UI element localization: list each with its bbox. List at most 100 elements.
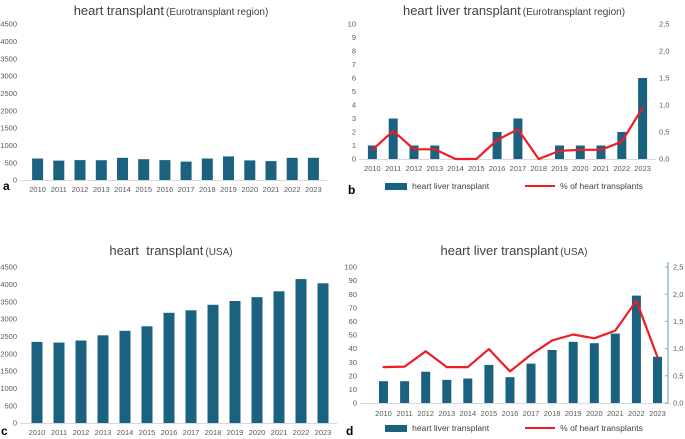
svg-text:0,5: 0,5	[673, 371, 683, 380]
svg-text:2018: 2018	[199, 185, 216, 194]
combo-chart-heart-liver-transplant-usa: 0 10 20 30 40 50 60 70 80 90 100 0,0 0,5 1,0 1,5 2,0 2,5…	[344, 262, 683, 418]
svg-text:1,0: 1,0	[659, 101, 669, 110]
chart-legend: heart liver transplant % of heart transp…	[343, 181, 685, 191]
svg-text:2500: 2500	[0, 332, 17, 341]
svg-text:2020: 2020	[249, 428, 266, 437]
svg-text:2014: 2014	[459, 409, 476, 418]
svg-text:1,5: 1,5	[673, 317, 683, 326]
svg-text:2017: 2017	[523, 409, 540, 418]
svg-text:0: 0	[353, 399, 357, 408]
svg-text:2012: 2012	[406, 164, 423, 173]
svg-text:0: 0	[13, 419, 17, 428]
svg-text:2011: 2011	[51, 185, 67, 194]
svg-text:2019: 2019	[227, 428, 244, 437]
svg-text:2012: 2012	[73, 428, 90, 437]
svg-text:2016: 2016	[161, 428, 178, 437]
svg-text:5: 5	[352, 87, 356, 96]
legend-label: heart liver transplant	[412, 423, 490, 433]
chart-title: heart liver transplant (Eurotransplant re…	[343, 2, 685, 20]
legend-item-line: % of heart transplants	[525, 423, 643, 433]
svg-text:2014: 2014	[114, 185, 131, 194]
bar-series-swatch	[385, 424, 408, 432]
svg-text:2015: 2015	[468, 164, 485, 173]
svg-text:1,5: 1,5	[659, 74, 669, 83]
svg-text:0,5: 0,5	[659, 128, 669, 137]
svg-text:4500: 4500	[0, 20, 17, 29]
legend-label: heart liver transplant	[412, 181, 490, 191]
svg-text:100: 100	[344, 263, 357, 272]
svg-text:2019: 2019	[551, 164, 568, 173]
panel-heart-transplant-usa: heart transplant (USA) 0 500 1000 1500 2000 25…	[0, 220, 342, 439]
svg-text:6: 6	[352, 74, 356, 83]
svg-text:0,0: 0,0	[673, 399, 683, 408]
svg-text:4: 4	[352, 101, 356, 110]
svg-text:2015: 2015	[139, 428, 156, 437]
svg-text:2021: 2021	[593, 164, 610, 173]
svg-text:9: 9	[352, 33, 356, 42]
svg-text:2012: 2012	[72, 185, 89, 194]
svg-text:30: 30	[349, 358, 357, 367]
svg-text:3500: 3500	[0, 297, 17, 306]
panel-letter: d	[346, 424, 354, 438]
svg-text:1500: 1500	[0, 367, 17, 376]
chart-title: heart transplant (Eurotransplant region)	[0, 2, 342, 20]
svg-text:3: 3	[352, 114, 356, 123]
svg-text:2016: 2016	[489, 164, 506, 173]
svg-text:2013: 2013	[93, 185, 110, 194]
svg-text:500: 500	[4, 158, 17, 167]
svg-text:2022: 2022	[293, 428, 310, 437]
svg-text:3500: 3500	[0, 54, 17, 63]
svg-text:2020: 2020	[241, 185, 258, 194]
svg-text:2: 2	[352, 128, 356, 137]
svg-text:2014: 2014	[447, 164, 464, 173]
svg-text:2023: 2023	[634, 164, 651, 173]
chart-title-main: heart liver transplant	[402, 3, 521, 18]
chart-title-suffix: (USA)	[205, 247, 233, 258]
svg-text:2,0: 2,0	[659, 47, 669, 56]
svg-text:1500: 1500	[0, 124, 17, 133]
svg-text:2500: 2500	[0, 89, 17, 98]
svg-text:1: 1	[352, 141, 356, 150]
svg-text:2023: 2023	[649, 409, 666, 418]
svg-text:2019: 2019	[220, 185, 237, 194]
svg-text:50: 50	[349, 331, 357, 340]
legend-item-bar: heart liver transplant	[385, 181, 489, 191]
svg-text:80: 80	[349, 290, 357, 299]
svg-text:2023: 2023	[305, 185, 322, 194]
legend-label: % of heart transplants	[560, 423, 643, 433]
svg-text:1000: 1000	[0, 141, 17, 150]
panel-letter: a	[3, 179, 10, 193]
svg-text:2023: 2023	[315, 428, 332, 437]
svg-text:2010: 2010	[375, 409, 392, 418]
svg-text:2018: 2018	[530, 164, 547, 173]
svg-text:2,0: 2,0	[673, 290, 683, 299]
bar-chart-heart-transplant-et: 0 500 1000 1500 2000 2500 3000 3500 4000 4500 2010…	[0, 20, 327, 194]
svg-text:2020: 2020	[586, 409, 603, 418]
legend-item-bar: heart liver transplant	[385, 423, 489, 433]
line-series-swatch	[525, 426, 556, 430]
svg-text:2016: 2016	[502, 409, 519, 418]
panel-heart-transplant-eurotransplant: heart transplant (Eurotransplant region) …	[0, 0, 342, 219]
svg-text:2010: 2010	[364, 164, 381, 173]
svg-text:40: 40	[349, 344, 357, 353]
svg-text:2017: 2017	[510, 164, 527, 173]
svg-text:4000: 4000	[0, 280, 17, 289]
svg-text:2,5: 2,5	[659, 20, 669, 29]
svg-text:2017: 2017	[183, 428, 200, 437]
svg-text:500: 500	[4, 401, 17, 410]
chart-title-suffix: (USA)	[560, 247, 588, 258]
svg-text:2017: 2017	[178, 185, 195, 194]
svg-text:2022: 2022	[628, 409, 645, 418]
svg-text:2013: 2013	[95, 428, 112, 437]
svg-text:2010: 2010	[29, 185, 46, 194]
svg-text:2011: 2011	[397, 409, 413, 418]
chart-title-suffix: (Eurotransplant region)	[166, 7, 269, 18]
panel-letter: c	[1, 424, 8, 438]
svg-text:2016: 2016	[157, 185, 174, 194]
svg-text:20: 20	[349, 371, 357, 380]
svg-text:2011: 2011	[385, 164, 401, 173]
panel-letter: b	[348, 183, 356, 197]
svg-text:2021: 2021	[263, 185, 280, 194]
bar-series-swatch	[385, 182, 408, 190]
